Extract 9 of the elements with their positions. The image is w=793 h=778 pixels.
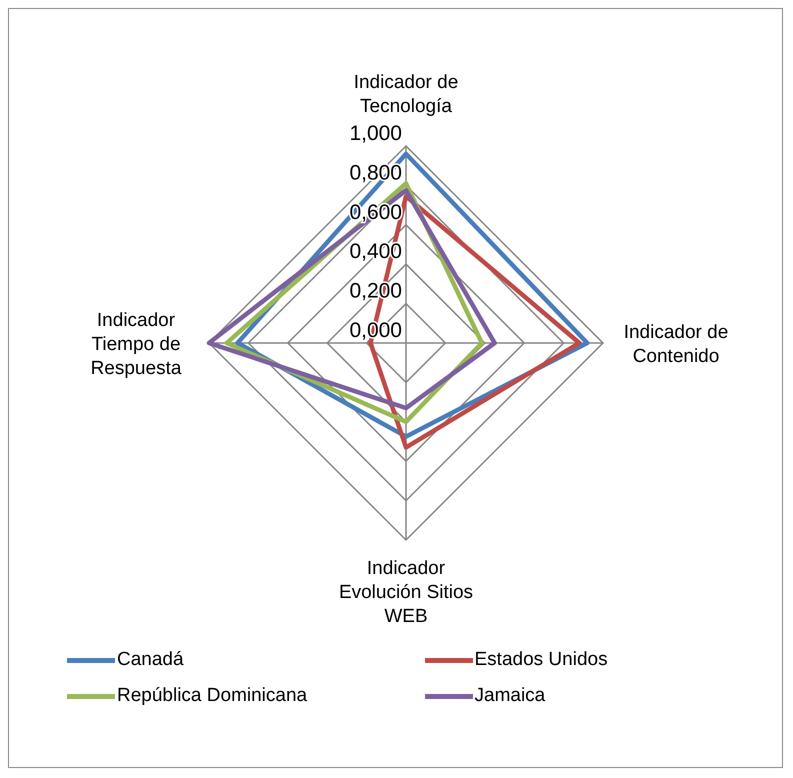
legend-label: Jamaica [474,685,546,707]
spoke-label: Indicador de Contenido [624,322,728,367]
legend-label: Estados Unidos [474,649,608,671]
spoke-label: Indicador Evolución Sitios WEB [338,558,474,627]
legend-label: República Dominicana [117,685,308,707]
legend-label: Canadá [117,649,184,671]
y-tick-label: 1,000 [349,122,402,145]
spoke-label: Indicador de Tecnología [354,72,458,117]
spoke-label: Indicador Tiempo de Respuesta [90,310,182,379]
